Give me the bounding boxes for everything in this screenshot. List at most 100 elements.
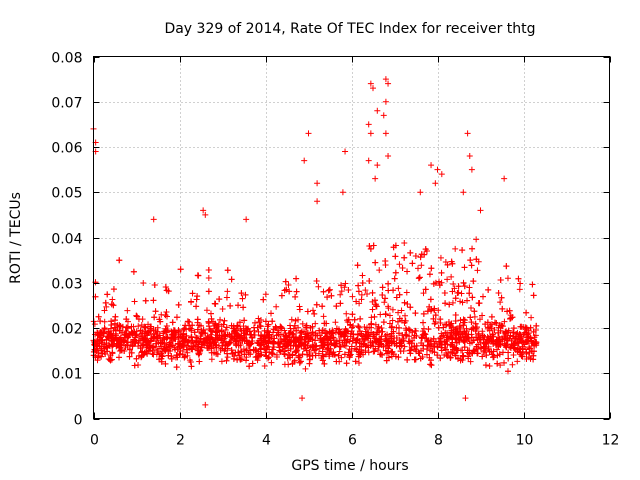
data-point — [326, 328, 333, 335]
data-point — [351, 316, 358, 323]
data-point — [493, 340, 500, 347]
data-point — [349, 293, 356, 300]
data-point — [503, 342, 510, 349]
data-point — [406, 347, 413, 354]
data-point — [165, 288, 172, 295]
data-point — [382, 130, 389, 137]
data-point — [480, 349, 487, 356]
data-point — [401, 240, 408, 247]
data-point — [395, 330, 402, 337]
data-point — [403, 332, 410, 339]
data-point — [354, 262, 361, 269]
data-point — [218, 358, 225, 365]
data-point — [243, 326, 250, 333]
data-point — [270, 340, 277, 347]
data-point — [370, 85, 376, 92]
data-point — [422, 286, 429, 293]
data-point — [116, 257, 123, 264]
data-point — [494, 360, 501, 367]
data-point — [208, 356, 215, 363]
data-point — [228, 276, 235, 283]
data-point — [423, 247, 430, 254]
data-point — [367, 245, 374, 252]
data-point — [206, 323, 213, 330]
data-point — [450, 280, 457, 287]
data-point — [425, 326, 432, 333]
data-point — [108, 321, 115, 328]
data-point — [286, 288, 293, 295]
data-point — [374, 162, 381, 169]
data-point — [128, 349, 135, 356]
data-point — [328, 292, 335, 299]
data-point — [133, 331, 140, 338]
data-point — [437, 338, 444, 345]
data-point — [293, 342, 300, 349]
data-point — [314, 198, 321, 205]
data-point — [194, 326, 201, 333]
data-point — [137, 327, 144, 334]
data-point — [412, 253, 419, 260]
data-point — [396, 291, 403, 298]
data-point — [509, 361, 516, 368]
data-point — [152, 327, 159, 334]
data-point — [497, 276, 504, 283]
data-point — [98, 353, 105, 360]
x-tick-label: 10 — [516, 433, 534, 449]
data-point — [112, 313, 119, 320]
data-point — [305, 332, 312, 339]
data-point — [139, 330, 146, 337]
data-point — [489, 351, 496, 358]
data-point — [169, 319, 176, 326]
data-point — [342, 148, 349, 155]
data-point — [193, 296, 200, 303]
data-point — [198, 330, 205, 337]
data-point — [437, 316, 444, 323]
data-point — [212, 300, 219, 307]
data-point — [162, 284, 169, 291]
data-point — [116, 322, 123, 329]
data-point — [158, 358, 165, 365]
data-point — [240, 304, 247, 311]
data-point — [413, 332, 420, 339]
data-point — [420, 342, 427, 349]
data-point — [205, 343, 212, 350]
data-point — [409, 329, 416, 336]
data-point — [339, 189, 346, 196]
data-point — [94, 357, 101, 364]
data-point — [473, 334, 480, 341]
data-point — [437, 335, 444, 342]
data-point — [483, 340, 490, 347]
data-point — [262, 318, 269, 325]
data-point — [238, 290, 245, 297]
data-point — [356, 360, 363, 367]
data-point — [124, 333, 131, 340]
data-point — [485, 286, 492, 293]
data-point — [523, 350, 530, 357]
data-point — [356, 328, 363, 335]
data-point — [462, 395, 469, 402]
data-point — [426, 303, 433, 310]
data-point — [361, 334, 368, 341]
data-point — [339, 339, 346, 346]
data-point — [186, 337, 193, 344]
data-point — [372, 259, 379, 266]
data-point — [494, 346, 501, 353]
data-point — [390, 244, 397, 251]
data-point — [382, 332, 389, 339]
data-point — [298, 328, 305, 335]
data-point — [495, 289, 502, 296]
data-point — [418, 251, 425, 258]
data-point — [491, 319, 498, 326]
data-point — [306, 350, 313, 357]
data-point — [196, 358, 203, 365]
data-point — [427, 296, 434, 303]
data-point — [281, 350, 288, 357]
data-point — [514, 358, 521, 365]
data-point — [514, 338, 521, 345]
data-point — [181, 354, 188, 361]
data-point — [475, 330, 482, 337]
data-point — [448, 320, 455, 327]
data-point — [510, 352, 517, 359]
data-point — [479, 353, 486, 360]
data-point — [506, 307, 513, 314]
